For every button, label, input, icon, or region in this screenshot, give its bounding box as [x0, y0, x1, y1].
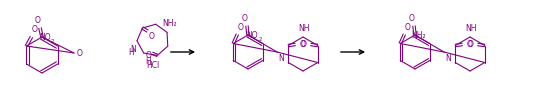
Text: O: O	[32, 25, 37, 34]
Text: HCl: HCl	[146, 60, 159, 69]
Text: 2: 2	[258, 36, 262, 41]
Text: O: O	[77, 49, 83, 58]
Text: NO: NO	[246, 30, 258, 39]
Text: NH₂: NH₂	[411, 30, 426, 39]
Text: O: O	[409, 14, 415, 23]
Text: O: O	[299, 40, 305, 49]
Text: O: O	[35, 16, 41, 25]
Text: O: O	[405, 22, 410, 31]
Text: O: O	[468, 40, 474, 49]
Text: NO: NO	[39, 33, 51, 42]
Text: N: N	[278, 54, 284, 62]
Text: N: N	[445, 54, 451, 62]
Text: O: O	[301, 40, 307, 49]
Text: 2: 2	[51, 39, 55, 44]
Text: NH: NH	[465, 24, 477, 33]
Text: NH₂: NH₂	[162, 19, 176, 28]
Text: O: O	[149, 32, 155, 41]
Text: O: O	[145, 50, 151, 59]
Text: O: O	[238, 22, 243, 31]
Text: NH: NH	[298, 24, 310, 33]
Text: O: O	[242, 14, 248, 23]
Text: H: H	[128, 47, 134, 56]
Text: O: O	[466, 40, 472, 49]
Text: H: H	[145, 56, 151, 65]
Text: N: N	[130, 44, 136, 53]
